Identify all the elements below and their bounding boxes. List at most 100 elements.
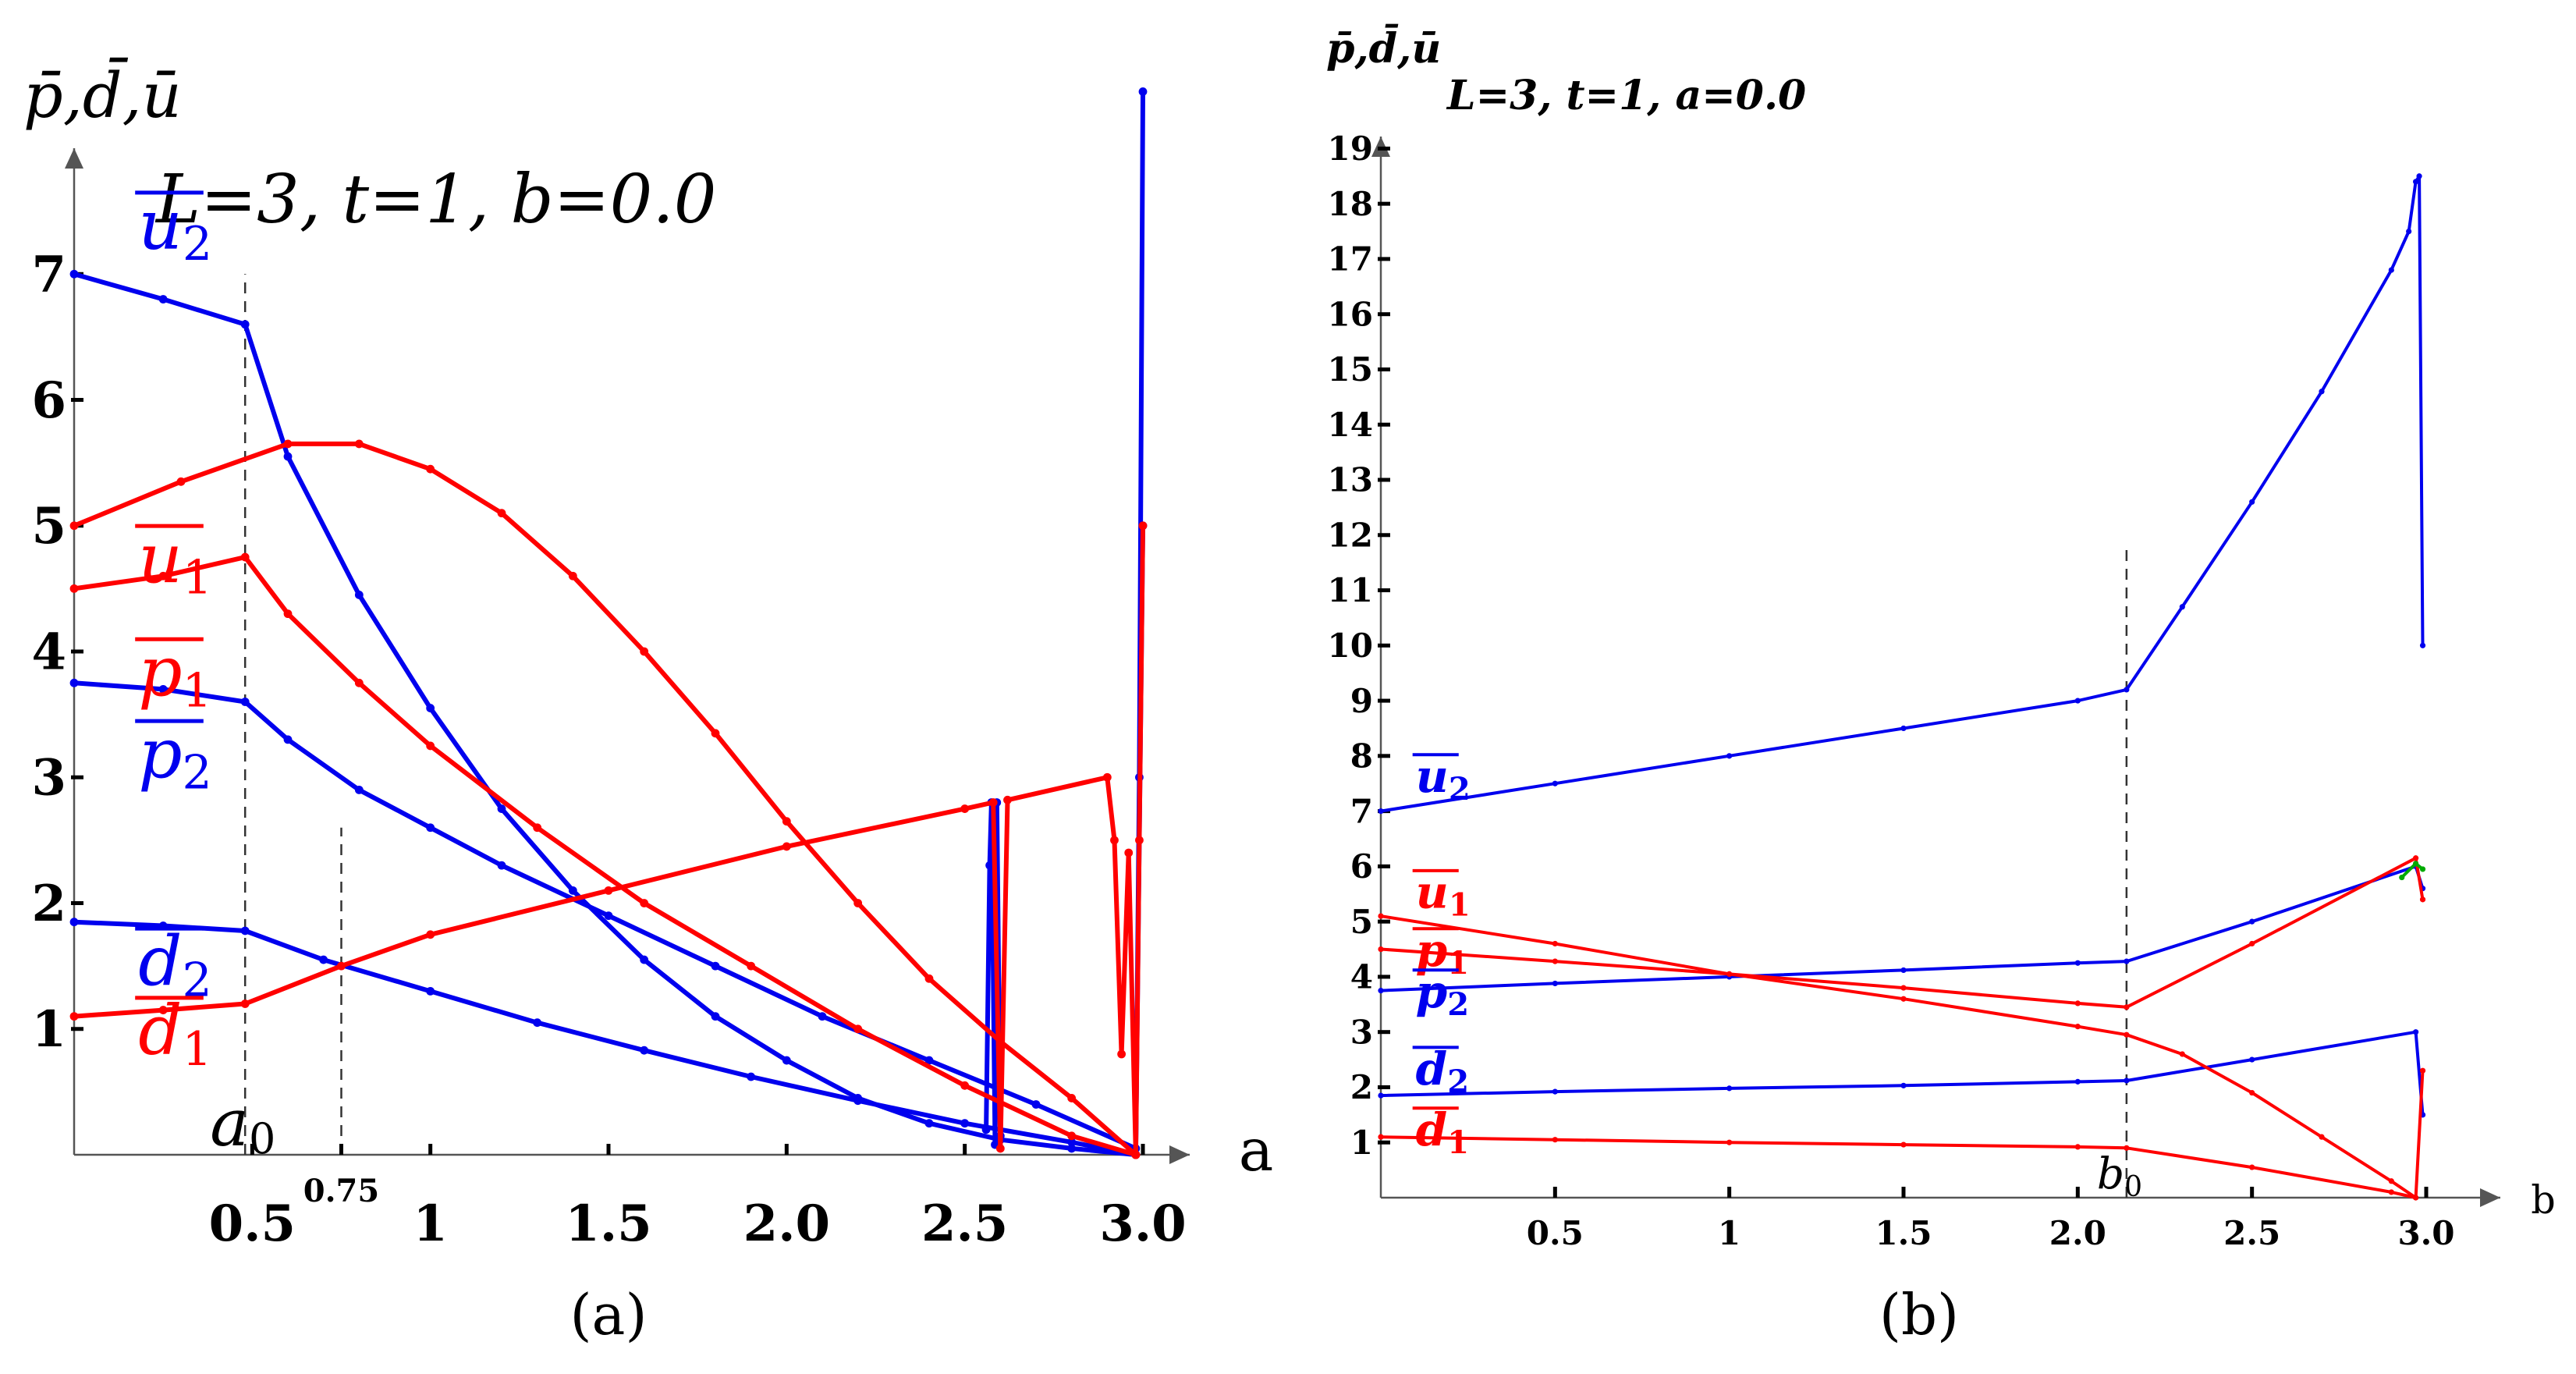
data-point — [240, 698, 250, 706]
x-tick-label: 2.5 — [2223, 1214, 2280, 1252]
data-point — [1378, 1092, 1384, 1099]
data-point — [981, 1125, 991, 1134]
data-point — [1378, 988, 1384, 994]
data-point — [426, 741, 435, 751]
data-point — [1003, 795, 1012, 804]
data-point — [2124, 1031, 2130, 1038]
x-tick-label: 1.5 — [1875, 1214, 1932, 1252]
data-point — [2124, 1078, 2130, 1084]
data-point — [960, 1081, 970, 1090]
data-point — [426, 704, 435, 712]
data-point — [69, 269, 79, 279]
series-line-blue-spike-at-2.58 — [984, 800, 1003, 1148]
series-label-base: p — [138, 713, 182, 794]
y-tick-label: 3 — [1350, 1013, 1373, 1051]
chart-title: L=3, t=1, a=0.0 — [1446, 72, 1806, 119]
data-point — [1726, 1085, 1733, 1092]
y-tick-label: 6 — [31, 371, 66, 430]
data-point — [69, 918, 79, 927]
x-tick-label: 0.5 — [209, 1195, 296, 1253]
data-point — [497, 861, 506, 870]
data-point — [924, 1056, 934, 1065]
data-point — [2413, 855, 2419, 861]
y-tick-label: 16 — [1328, 295, 1373, 333]
x-axis-arrow — [2480, 1188, 2500, 1207]
x-tick-label: 1 — [1718, 1214, 1740, 1252]
data-point — [354, 591, 364, 599]
data-point — [240, 999, 250, 1008]
data-point — [1378, 1134, 1384, 1140]
data-point — [782, 1056, 791, 1065]
data-point — [782, 842, 791, 851]
data-point — [1124, 848, 1134, 857]
data-point — [1900, 1141, 1907, 1148]
series-line-u2 — [1379, 174, 2425, 813]
data-point — [640, 899, 649, 907]
data-point — [2074, 960, 2081, 966]
panel-a: a0 0.50.75 1 1.5 2.0 2.5 3.0 1 2 3 4 5 6 7 p̄,d̄,ū a L=3… — [23, 58, 1273, 1347]
series-label-sub: 2 — [1447, 1063, 1469, 1100]
data-point — [426, 986, 435, 996]
data-point — [568, 886, 577, 895]
data-point — [1138, 87, 1148, 96]
data-point — [2249, 940, 2255, 947]
y-axis-label: p̄,d̄,ū — [23, 58, 182, 132]
series-label-base: u — [138, 185, 183, 265]
series-label-base: u — [1416, 750, 1449, 803]
y-tick-label: 9 — [1350, 682, 1373, 720]
data-point — [2419, 896, 2426, 903]
y-tick-label: 18 — [1328, 185, 1373, 223]
x-tick-label: 2.0 — [743, 1195, 830, 1253]
data-point — [240, 926, 250, 936]
data-point — [2074, 1024, 2081, 1030]
series-line-p1 — [72, 555, 1138, 1157]
guide-label: b0 — [2097, 1149, 2142, 1203]
series-label-base: u — [1416, 865, 1449, 918]
series-line-u2 — [72, 89, 1145, 1157]
series-label-d1: d1 — [1416, 1103, 1469, 1161]
data-point — [1552, 1137, 1558, 1143]
series-label-u1: u1 — [138, 518, 212, 605]
y-tick-label: 5 — [31, 497, 66, 556]
data-point — [158, 295, 168, 304]
data-point — [69, 584, 79, 593]
data-point — [2319, 389, 2325, 395]
data-point — [711, 1012, 720, 1021]
data-point — [283, 439, 293, 449]
data-point — [960, 1119, 970, 1128]
x-tick-label: 2.0 — [2049, 1214, 2106, 1252]
data-point — [426, 930, 435, 939]
data-point — [69, 678, 79, 687]
data-point — [2249, 918, 2255, 925]
data-point — [2419, 1067, 2426, 1074]
series-label-base: p — [138, 631, 182, 712]
y-tick-label: 12 — [1328, 516, 1373, 554]
series-label-p1: p1 — [138, 631, 212, 718]
series-label-sub: 2 — [1447, 986, 1469, 1023]
data-point — [1900, 967, 1907, 974]
series-label-p2: p2 — [138, 713, 212, 800]
data-point — [1067, 1131, 1077, 1141]
x-tick-label: 0.5 — [1527, 1214, 1584, 1252]
series-label-d2: d2 — [1416, 1042, 1469, 1100]
data-point — [497, 804, 506, 813]
data-point — [2388, 1189, 2394, 1195]
data-point — [497, 509, 506, 518]
data-point — [1726, 753, 1733, 759]
data-point — [1110, 836, 1119, 845]
data-point — [711, 961, 720, 971]
data-point — [2406, 228, 2412, 235]
data-point — [240, 552, 250, 562]
data-point — [2249, 1164, 2255, 1170]
series-label-p1: p1 — [1416, 924, 1469, 982]
data-point — [2399, 874, 2405, 881]
series-label-u2: u2 — [1416, 750, 1471, 808]
series-label-sub: 1 — [183, 1022, 212, 1077]
data-point — [2124, 1145, 2130, 1151]
series-label-u1: u1 — [1416, 865, 1471, 923]
series-label-sub: 2 — [1449, 771, 1471, 808]
series-label-d1: d1 — [138, 990, 212, 1077]
data-point — [2388, 1178, 2394, 1184]
y-tick-label: 7 — [1350, 792, 1373, 830]
data-point — [240, 320, 250, 329]
